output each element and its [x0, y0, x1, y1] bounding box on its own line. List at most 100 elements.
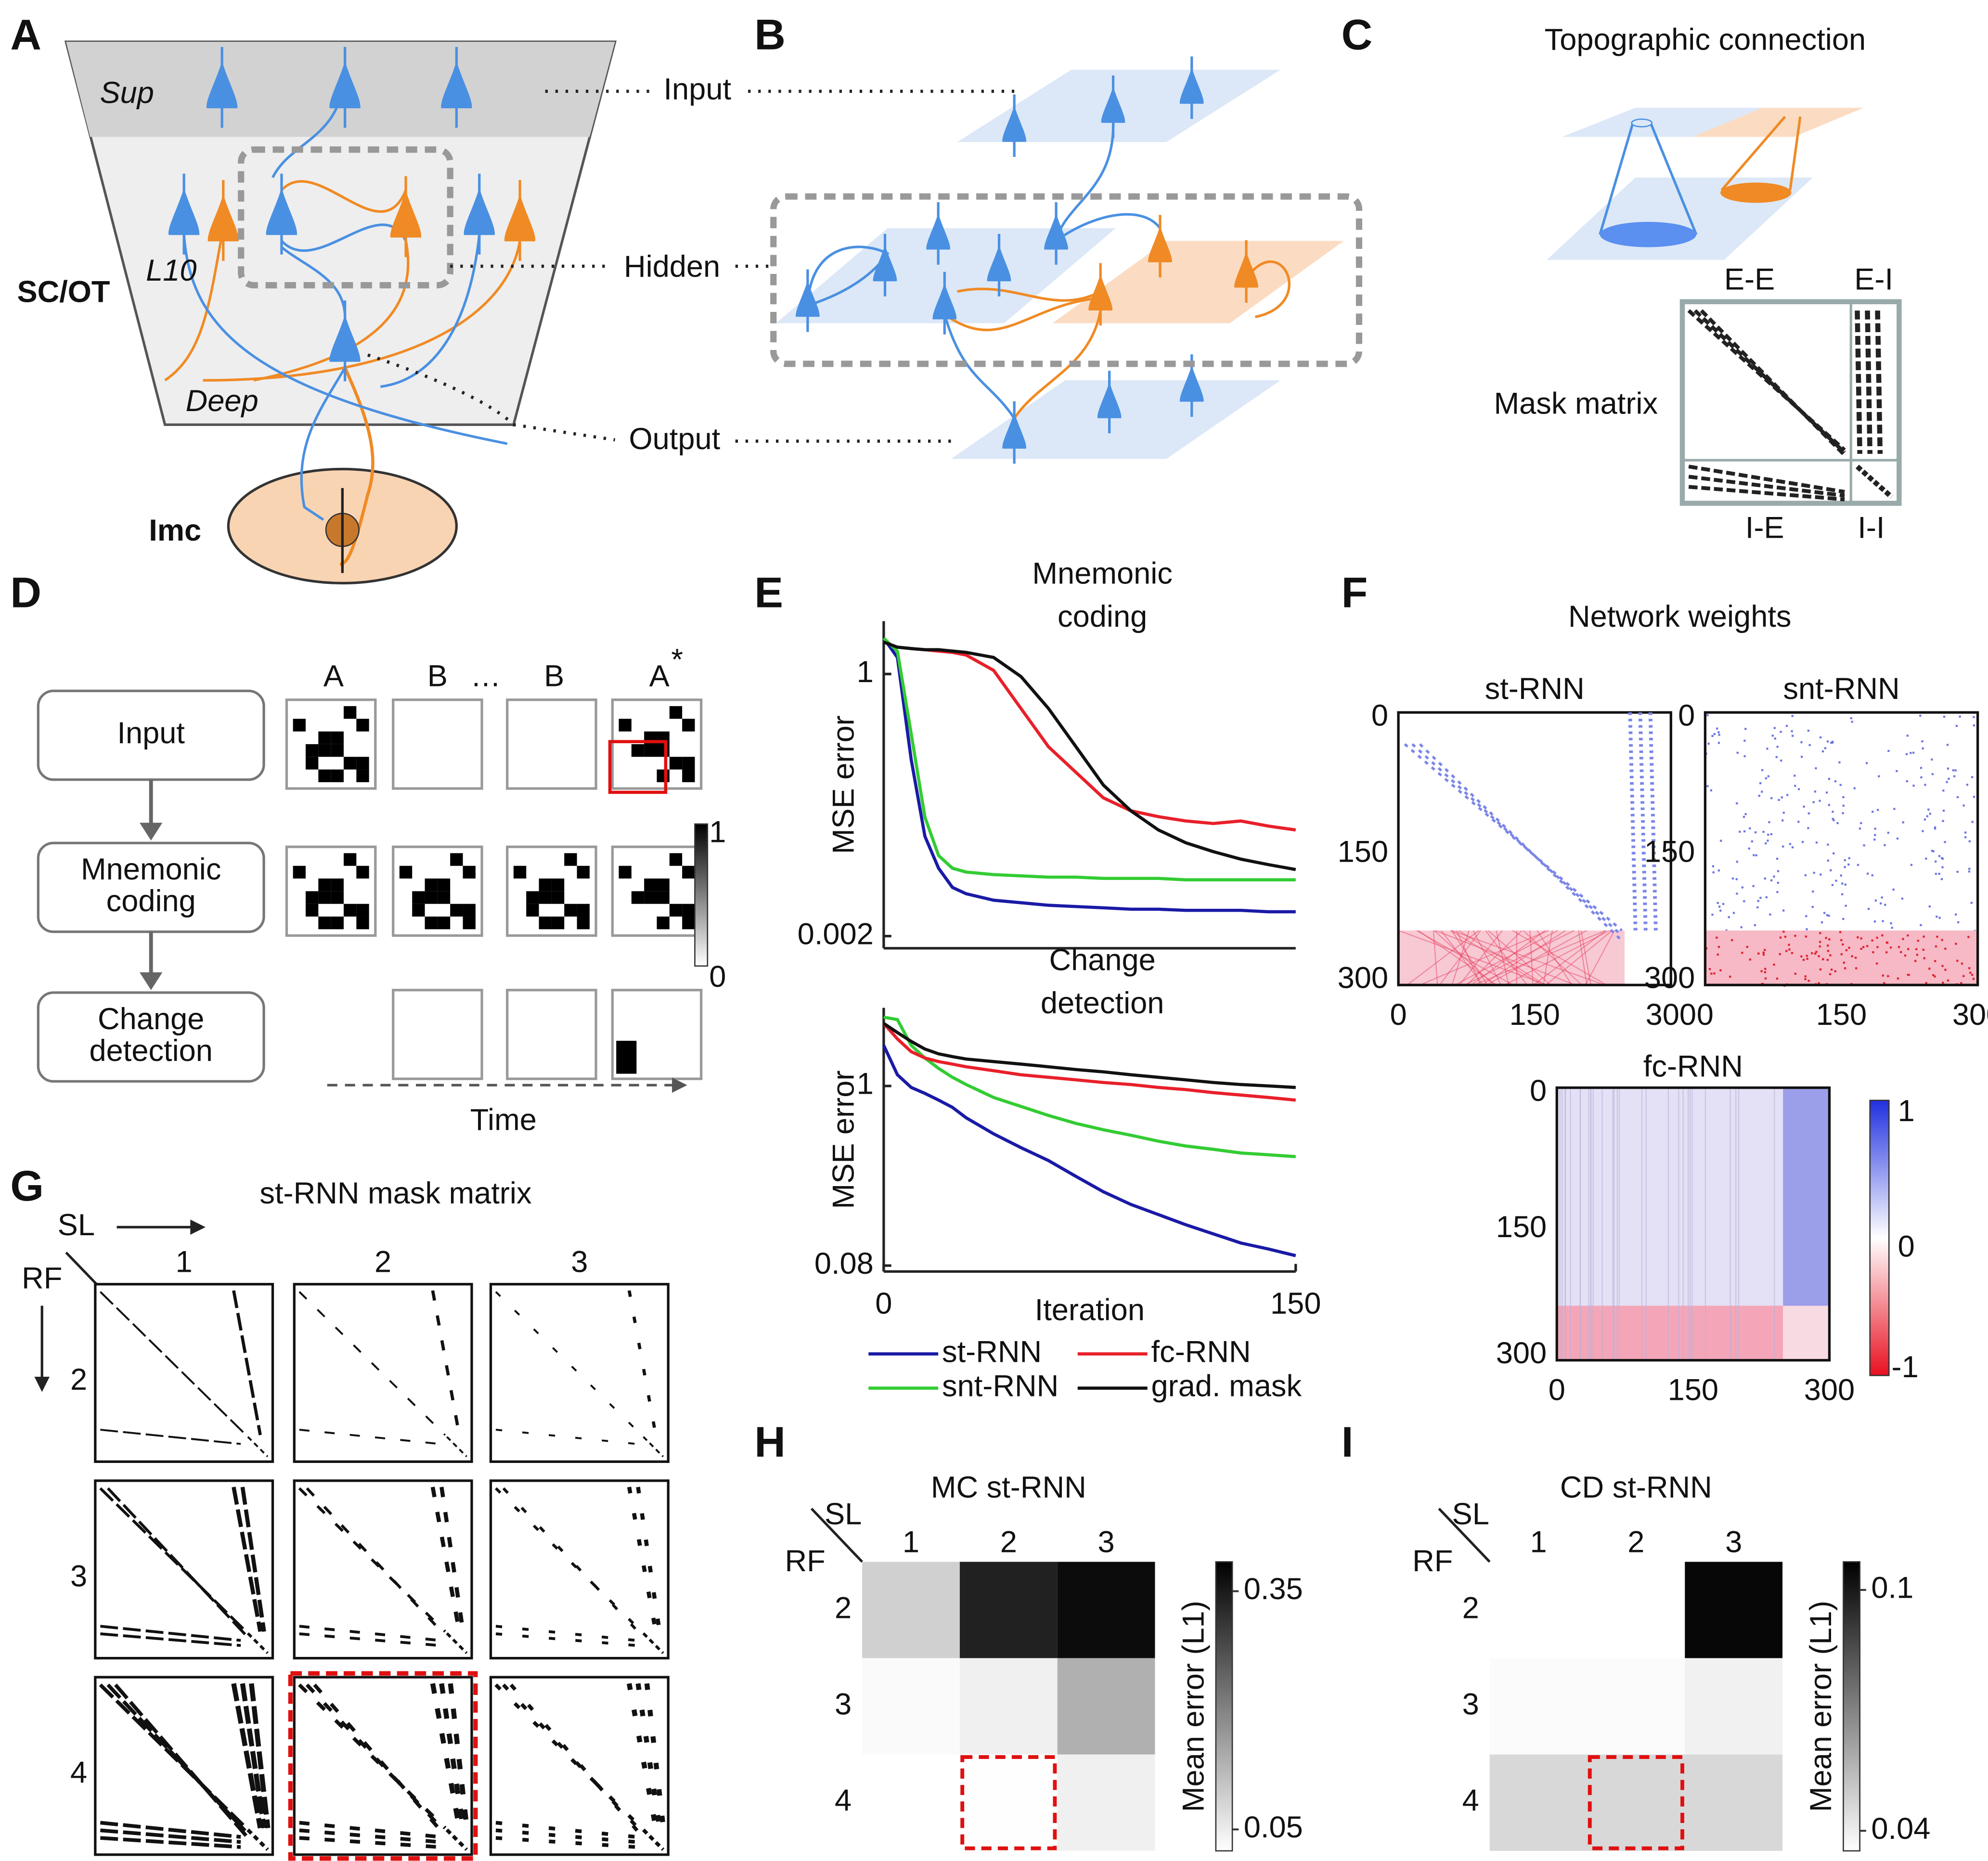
- weights-dot: [1736, 751, 1739, 754]
- weights-i: [1557, 1305, 1783, 1360]
- pixel: [356, 917, 369, 930]
- weights-dot: [1915, 948, 1918, 950]
- weights-dot: [1804, 975, 1807, 978]
- weights-stripe: [1481, 930, 1566, 986]
- weights-dot: [1938, 855, 1941, 857]
- weights-dot: [1764, 971, 1766, 973]
- pixel: [344, 853, 357, 866]
- weights-dot: [1807, 812, 1810, 814]
- connection: [642, 1632, 664, 1654]
- weights-dot: [1962, 804, 1965, 807]
- weights-dot: [1941, 965, 1944, 967]
- step-label: Mnemonic: [81, 853, 221, 886]
- weights-dot: [1736, 802, 1738, 804]
- weights-ii: [1783, 1305, 1830, 1360]
- connection: [1855, 310, 1862, 454]
- weights-dot: [1832, 811, 1834, 813]
- weights-dot: [1830, 969, 1833, 971]
- heat-cell: [862, 1754, 960, 1851]
- weights-dot: [1711, 735, 1714, 737]
- weights-dot: [1822, 958, 1824, 960]
- weights-dot: [1812, 890, 1814, 893]
- weights-dot: [1827, 740, 1829, 743]
- weights-dot: [1712, 871, 1715, 874]
- weights-dot: [1942, 789, 1945, 792]
- weights-dot: [1925, 982, 1927, 984]
- plot-title: snt-RNN: [1783, 672, 1899, 706]
- weights-dot: [1842, 804, 1845, 807]
- panel-letter: I: [1342, 1418, 1354, 1466]
- pixel: [437, 917, 451, 930]
- pixel: [539, 917, 552, 930]
- pixel: [669, 757, 683, 770]
- weights-dot: [1884, 904, 1886, 906]
- weights-dot: [1922, 830, 1924, 832]
- weights-dot: [1819, 968, 1822, 971]
- weights-dot: [1798, 788, 1800, 790]
- weights-dot: [1836, 822, 1839, 824]
- pixel: [306, 757, 319, 770]
- weights-dot: [1828, 804, 1830, 806]
- pixel: [682, 757, 695, 770]
- weights-dot: [1717, 742, 1720, 744]
- colorbar-label: 0: [1898, 1230, 1915, 1264]
- weights-dot: [1928, 905, 1931, 908]
- pattern: [392, 845, 483, 937]
- weights-dot: [1808, 744, 1811, 746]
- weights-dot: [1829, 954, 1832, 956]
- x-tick-label: 300: [1646, 998, 1696, 1032]
- weights-dot: [1827, 944, 1829, 947]
- x-tick-label: 300: [1804, 1373, 1855, 1407]
- connection: [232, 1290, 262, 1435]
- weights-stripe: [1512, 930, 1607, 986]
- x-tick-label: 2: [1000, 1525, 1017, 1559]
- weights-dot: [1923, 818, 1926, 821]
- pixel: [682, 904, 695, 917]
- neuron: [266, 187, 297, 235]
- weights-stripe: [1455, 930, 1558, 986]
- weights-dot: [1866, 945, 1869, 947]
- weights-dot: [1896, 837, 1899, 840]
- colorbar: [1869, 1099, 1890, 1376]
- connection: [203, 240, 521, 382]
- layer-label: Sup: [100, 76, 154, 110]
- weights-dot: [1960, 982, 1962, 984]
- weights-dot: [1844, 859, 1846, 862]
- weights-dot: [1713, 972, 1716, 975]
- weights-dot: [1736, 892, 1738, 895]
- weights-dot: [1936, 935, 1938, 938]
- pixel: [564, 904, 577, 917]
- connection: [1688, 475, 1845, 498]
- connection: [1404, 743, 1623, 931]
- connection: [1411, 743, 1623, 937]
- connection: [240, 1486, 266, 1632]
- pixel: [293, 719, 306, 732]
- weights-dot: [1914, 960, 1917, 962]
- weights-dot: [1832, 817, 1834, 820]
- pixel: [344, 904, 357, 917]
- weights-dot: [1731, 939, 1733, 942]
- weights-dot: [1791, 730, 1793, 733]
- neuron: [987, 245, 1011, 282]
- weights-dot: [1942, 982, 1944, 984]
- y-tick-label: 1: [857, 1067, 874, 1101]
- weights-dot: [1764, 968, 1767, 970]
- weights-dot: [1820, 873, 1822, 876]
- connection: [943, 314, 1016, 419]
- weights-dot: [1823, 912, 1826, 914]
- pixel: [644, 891, 657, 904]
- neuron: [1002, 105, 1026, 142]
- pixel: [669, 904, 683, 917]
- block-label: E-I: [1854, 262, 1893, 296]
- weights-dot: [1773, 875, 1775, 878]
- weights-dot: [1761, 769, 1764, 771]
- weights-dot: [1860, 822, 1862, 825]
- weights-dot: [1716, 727, 1718, 730]
- neuron: [932, 283, 957, 320]
- weights-dot: [1935, 873, 1937, 875]
- panel-letter: A: [10, 11, 41, 59]
- weights-stripe: [1466, 930, 1523, 985]
- weights-dot: [1728, 916, 1730, 918]
- weights-dot: [1905, 753, 1908, 755]
- weights-dot: [1754, 924, 1756, 927]
